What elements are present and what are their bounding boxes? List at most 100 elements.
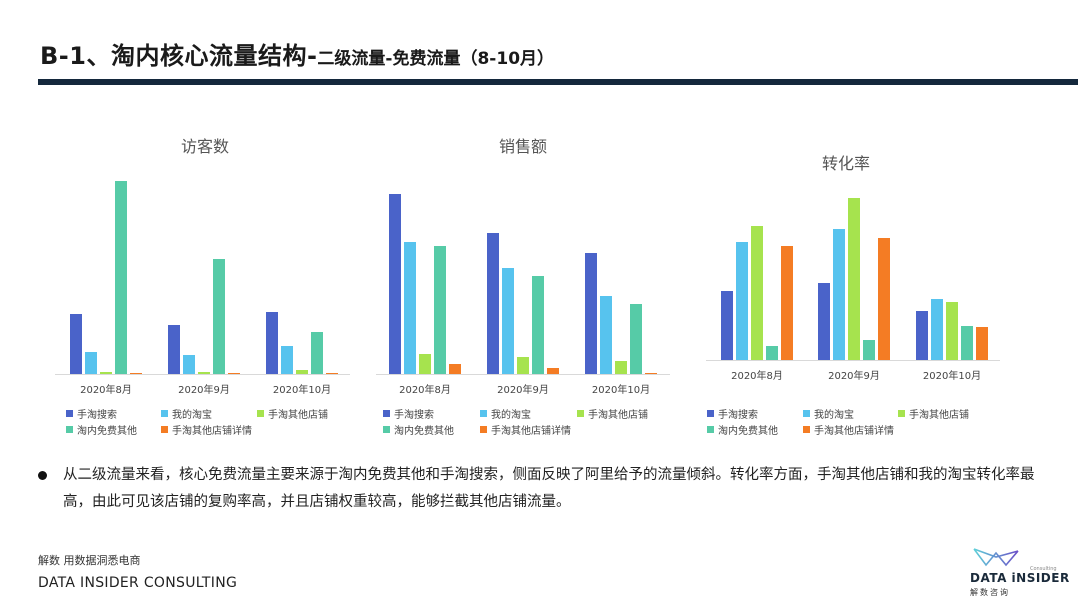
- x-axis-label: 2020年8月: [80, 385, 132, 396]
- x-axis-label: 2020年9月: [178, 385, 230, 396]
- summary-text: 从二级流量来看，核心免费流量主要来源于淘内免费其他和手淘搜索，侧面反映了阿里给予…: [63, 467, 1035, 510]
- bar: [198, 372, 210, 374]
- legend-label: 我的淘宝: [172, 410, 212, 421]
- legend-swatch-icon: [480, 426, 487, 433]
- bar: [228, 373, 240, 374]
- bar: [434, 246, 446, 374]
- legend-swatch-icon: [898, 410, 905, 417]
- bar: [547, 368, 559, 374]
- bullet-dot-icon: [38, 471, 47, 480]
- logo-tagline: Consulting: [1030, 566, 1057, 572]
- legend-item: 手淘其他店铺: [257, 406, 328, 421]
- x-axis-label: 2020年8月: [399, 385, 451, 396]
- legend-swatch-icon: [577, 410, 584, 417]
- legend-label: 手淘其他店铺详情: [491, 426, 571, 437]
- legend-swatch-icon: [480, 410, 487, 417]
- legend-label: 手淘搜索: [718, 410, 758, 421]
- company-logo: Consulting DATA iNSIDER 解数咨询: [968, 545, 1069, 605]
- bar: [585, 253, 597, 374]
- bar: [517, 357, 529, 374]
- chart-title: 转化率: [821, 154, 871, 173]
- bar: [833, 229, 845, 360]
- bar: [532, 276, 544, 374]
- bar: [115, 181, 127, 374]
- page-title: B-1、淘内核心流量结构-二级流量-免费流量（8-10月）: [40, 36, 554, 71]
- legend-label: 手淘其他店铺: [909, 410, 969, 421]
- legend-item: 我的淘宝: [161, 406, 212, 421]
- title-divider-bar: [38, 79, 1078, 85]
- bar: [404, 242, 416, 374]
- legend-item: 手淘搜索: [707, 406, 758, 421]
- bar: [721, 291, 733, 360]
- bar: [502, 268, 514, 374]
- bar: [615, 361, 627, 374]
- legend-item: 我的淘宝: [803, 406, 854, 421]
- legend-item: 淘内免费其他: [383, 422, 454, 437]
- bar: [863, 340, 875, 360]
- legend-item: 手淘其他店铺详情: [803, 422, 894, 437]
- footer-company: DATA INSIDER CONSULTING: [38, 575, 238, 591]
- legend-label: 手淘其他店铺详情: [172, 426, 252, 437]
- legend-label: 手淘搜索: [394, 410, 434, 421]
- bar: [183, 355, 195, 374]
- bar: [487, 233, 499, 374]
- legend-label: 手淘搜索: [77, 410, 117, 421]
- legend-label: 淘内免费其他: [718, 426, 778, 437]
- bar: [976, 327, 988, 360]
- legend-swatch-icon: [66, 426, 73, 433]
- x-axis-line: [55, 374, 350, 375]
- bar: [736, 242, 748, 360]
- legend-item: 手淘其他店铺详情: [161, 422, 252, 437]
- legend-swatch-icon: [707, 410, 714, 417]
- chart-title: 访客数: [180, 137, 230, 156]
- bar: [266, 312, 278, 374]
- bar: [85, 352, 97, 374]
- legend-item: 手淘其他店铺: [898, 406, 969, 421]
- bar: [916, 311, 928, 360]
- bar: [645, 372, 657, 374]
- legend-swatch-icon: [383, 426, 390, 433]
- legend-label: 手淘其他店铺详情: [814, 426, 894, 437]
- page-title-main: B-1、淘内核心流量结构-: [40, 42, 318, 70]
- legend-label: 淘内免费其他: [394, 426, 454, 437]
- legend-label: 手淘其他店铺: [588, 410, 648, 421]
- x-axis-label: 2020年10月: [272, 385, 332, 396]
- bar: [326, 372, 338, 374]
- legend-item: 手淘搜索: [383, 406, 434, 421]
- bar: [818, 283, 830, 360]
- legend-item: 淘内免费其他: [66, 422, 137, 437]
- bar: [630, 304, 642, 374]
- x-axis-label: 2020年8月: [731, 371, 783, 382]
- legend-swatch-icon: [707, 426, 714, 433]
- bar: [389, 194, 401, 374]
- x-axis-line: [706, 360, 1000, 361]
- legend-swatch-icon: [257, 410, 264, 417]
- summary-bullet: 从二级流量来看，核心免费流量主要来源于淘内免费其他和手淘搜索，侧面反映了阿里给予…: [38, 462, 1038, 516]
- bar: [931, 299, 943, 360]
- bar: [449, 364, 461, 374]
- legend-item: 淘内免费其他: [707, 422, 778, 437]
- legend-swatch-icon: [66, 410, 73, 417]
- bar: [130, 373, 142, 374]
- x-axis-label: 2020年10月: [922, 371, 982, 382]
- bar: [70, 314, 82, 374]
- legend-swatch-icon: [383, 410, 390, 417]
- bar: [961, 326, 973, 360]
- bar: [296, 370, 308, 374]
- x-axis-line: [376, 374, 670, 375]
- bar: [100, 372, 112, 374]
- bar: [751, 226, 763, 360]
- bar: [848, 198, 860, 360]
- x-axis-label: 2020年9月: [497, 385, 549, 396]
- legend-swatch-icon: [803, 410, 810, 417]
- legend-label: 手淘其他店铺: [268, 410, 328, 421]
- legend-item: 手淘搜索: [66, 406, 117, 421]
- legend-item: 手淘其他店铺详情: [480, 422, 571, 437]
- bar: [781, 246, 793, 360]
- logo-wave-icon: [973, 548, 1019, 567]
- logo-text-cn: 解数咨询: [970, 588, 1010, 597]
- legend-swatch-icon: [161, 410, 168, 417]
- legend-label: 淘内免费其他: [77, 426, 137, 437]
- bar: [766, 346, 778, 360]
- bar: [878, 238, 890, 360]
